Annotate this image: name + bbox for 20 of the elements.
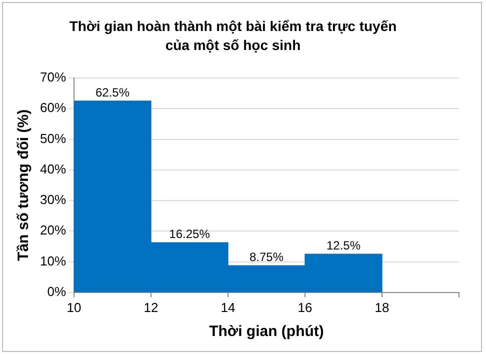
x-tick-label: 16 [298,300,312,315]
data-label: 62.5% [96,85,130,100]
y-tick-label: 60% [40,100,66,116]
x-tick-label: 18 [374,300,390,315]
data-label: 16.25% [169,226,210,241]
x-tick-label: 14 [220,300,236,315]
y-tick-label: 40% [40,161,66,176]
x-tick-label: 12 [144,300,158,315]
chart-title: Thời gian hoàn thành một bài kiểm tra trực tuyến của một số học sinh [68,17,398,55]
data-label: 12.5% [326,238,361,252]
data-label: 8.75% [249,250,284,264]
y-tick-label: 50% [40,130,66,146]
y-tick-label: 0% [47,284,66,299]
x-tick-label: 10 [66,300,82,315]
y-tick-label: 30% [40,192,66,208]
y-tick-label: 10% [40,253,66,268]
y-tick-label: 70% [40,70,66,85]
y-axis-title: Tần số tương đối (%) [15,109,32,261]
x-axis-title: Thời gian (phút) [209,323,324,340]
y-tick-label: 20% [40,222,66,238]
